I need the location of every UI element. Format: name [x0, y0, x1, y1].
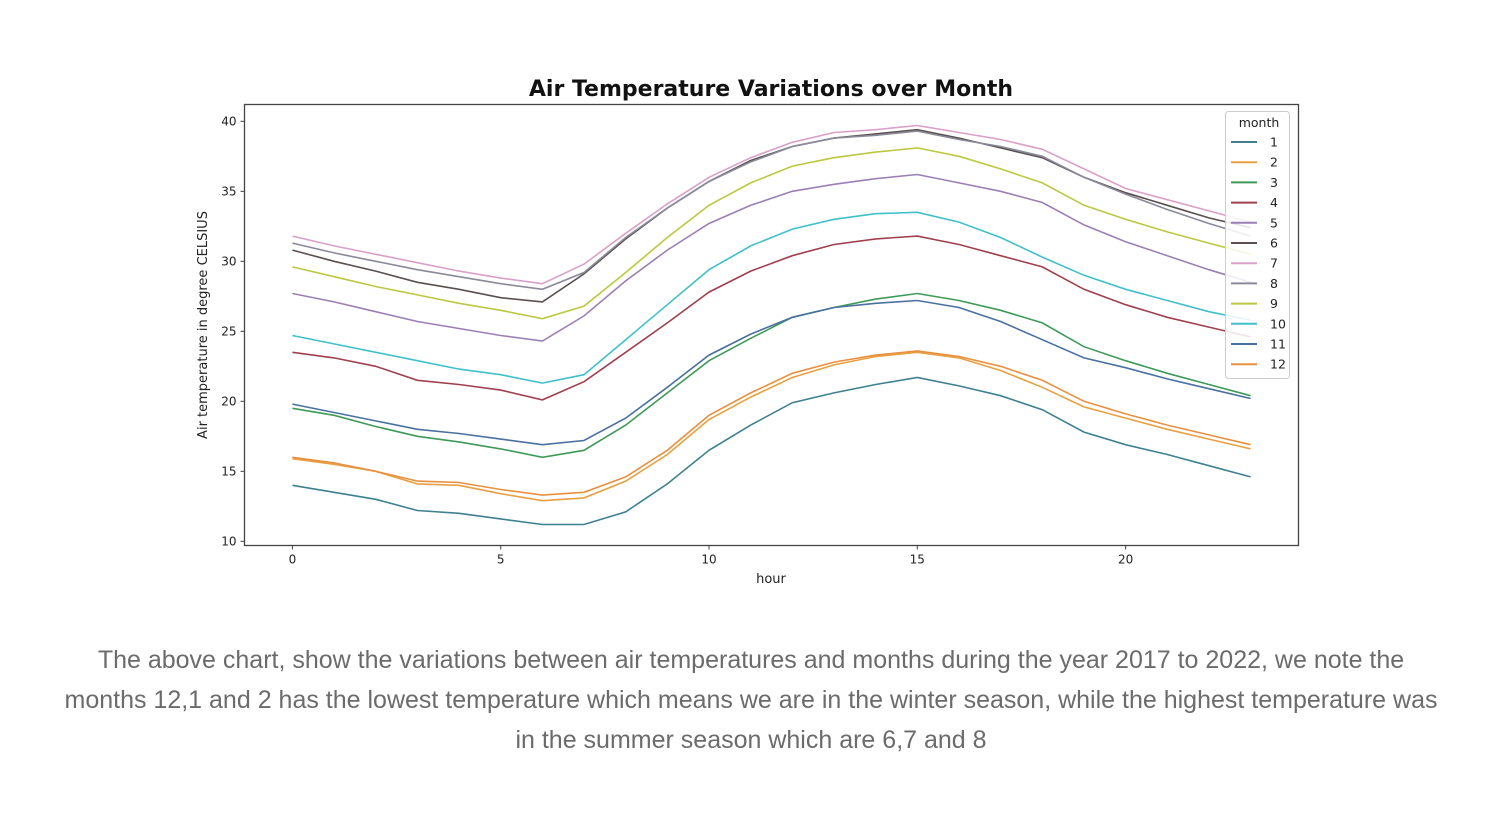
series-line-month-9	[292, 147, 1251, 320]
series-line-month-3	[292, 292, 1251, 459]
y-axis-label: Air temperature in degree CELSIUS	[196, 211, 211, 439]
x-tick-label: 10	[701, 553, 716, 567]
y-tick-label: 15	[221, 464, 236, 478]
y-tick-label: 20	[221, 394, 236, 408]
article-caption: The above chart, show the variations bet…	[64, 646, 1438, 754]
plot-frame	[243, 103, 1300, 547]
chart-title: Air Temperature Variations over Month	[529, 77, 1013, 102]
y-tick-label: 35	[221, 184, 236, 198]
legend-label: 12	[1270, 357, 1286, 372]
y-tick-label: 40	[221, 114, 236, 128]
series-line-month-6	[292, 128, 1251, 303]
legend-label: 4	[1270, 195, 1278, 210]
series-line-month-5	[292, 173, 1251, 342]
legend-label: 6	[1270, 236, 1278, 251]
series-line-month-1	[292, 376, 1251, 526]
series-line-month-11	[292, 299, 1251, 446]
y-tick-label: 30	[221, 254, 236, 268]
legend-label: 10	[1270, 316, 1286, 331]
y-tick-label: 10	[221, 534, 236, 548]
series-line-month-12	[292, 350, 1251, 496]
legend-label: 3	[1270, 175, 1278, 190]
legend-label: 11	[1270, 337, 1286, 352]
legend-label: 7	[1270, 256, 1278, 271]
x-tick-label: 20	[1118, 553, 1133, 567]
series-line-month-2	[292, 351, 1251, 502]
x-axis-label: hour	[756, 572, 786, 587]
legend-title: month	[1239, 115, 1280, 130]
legend-label: 9	[1270, 296, 1278, 311]
y-axis: 10 15 20 25 30 35 40	[221, 114, 245, 548]
legend-box	[1225, 111, 1290, 379]
legend-label: 8	[1270, 276, 1278, 291]
series-line-month-7	[292, 124, 1251, 285]
y-tick-label: 25	[221, 324, 236, 338]
series-lines	[292, 124, 1251, 526]
temperature-line-chart: Air Temperature Variations over Month 0 5…	[196, 77, 1300, 587]
x-tick-label: 0	[289, 553, 297, 567]
series-line-month-4	[292, 235, 1251, 401]
x-axis: 0 5 10 15 20	[289, 545, 1133, 567]
series-line-month-10	[292, 211, 1251, 384]
x-tick-label: 15	[910, 553, 925, 567]
x-tick-label: 5	[497, 553, 505, 567]
legend-label: 5	[1270, 215, 1278, 230]
legend-label: 2	[1270, 155, 1278, 170]
legend-label: 1	[1270, 135, 1278, 150]
series-line-month-8	[292, 130, 1251, 291]
